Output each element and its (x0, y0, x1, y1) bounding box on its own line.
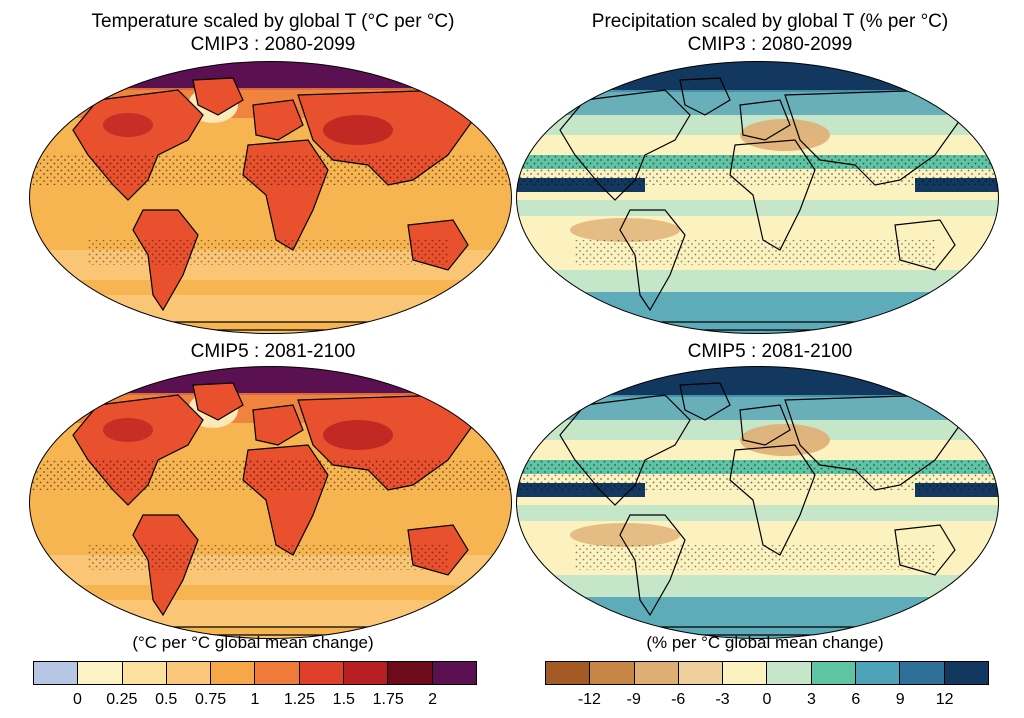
precipitation-colorbar-swatch-0 (546, 662, 591, 684)
continent-greenland (192, 77, 244, 116)
precipitation-colorbar-tick-label: -3 (715, 691, 730, 708)
continent-europe (252, 404, 304, 446)
stippling (29, 460, 512, 490)
precipitation-colorbar-swatch-2 (634, 662, 679, 684)
precipitation-colorbar-tick-label: -6 (671, 691, 686, 708)
temperature-colorbar-tick-label: 0.75 (195, 691, 227, 708)
map-border (516, 61, 999, 334)
map-border (29, 61, 512, 334)
temperature-colorbar-swatch-6 (299, 662, 345, 684)
precipitation-colorbar-tick-label: 0 (762, 691, 772, 708)
continent-europe (739, 99, 791, 141)
stippling (29, 155, 512, 185)
precipitation-colorbar-swatch-8 (900, 662, 945, 684)
precipitation-colorbar-tick-label: 12 (935, 691, 954, 708)
precip-title-line2: CMIP3 : 2080-2099 (687, 34, 853, 55)
mediterranean-drying (740, 424, 830, 456)
temperature-colorbar-swatch-2 (122, 662, 167, 684)
temperature-colorbar-tick-label: 1.75 (372, 691, 404, 708)
precipitation-colorbar-tick-label: 6 (851, 691, 861, 708)
precipitation-colorbar-tick-label: 9 (895, 691, 905, 708)
continent-south-america (619, 209, 686, 312)
continent-europe (739, 404, 791, 446)
precipitation-colorbar-swatch-1 (590, 662, 635, 684)
temperature-colorbar-tick-label: 1.5 (332, 691, 355, 708)
arctic-band (516, 61, 999, 92)
arctic-band (516, 366, 999, 397)
temperature-colorbar-swatch-8 (388, 662, 433, 684)
precipitation-colorbar-tick-label: -9 (626, 691, 641, 708)
continent-greenland (679, 382, 731, 421)
stippling (516, 460, 999, 490)
temperature-colorbar-swatch-9 (432, 662, 476, 684)
map-precipitation-cmip3 (515, 60, 1000, 335)
stippling (516, 155, 999, 185)
precip-cmip3-title: Precipitation scaled by global T (% per … (520, 10, 1020, 56)
temperature-colorbar (33, 661, 477, 685)
precipitation-colorbar-swatch-7 (856, 662, 901, 684)
temperature-colorbar-swatch-4 (211, 662, 256, 684)
precipitation-colorbar-ticks: -12 -9 -6 -3 0 3 6 9 12 (545, 691, 989, 713)
temperature-colorbar-swatch-0 (34, 662, 79, 684)
precipitation-colorbar-swatch-5 (767, 662, 812, 684)
precipitation-colorbar-swatch-4 (723, 662, 768, 684)
precipitation-colorbar-tick-label: -12 (577, 691, 601, 708)
continent-antarctica (112, 321, 429, 331)
continent-south-america (619, 514, 686, 617)
precipitation-colorbar-tick-label: 3 (806, 691, 816, 708)
temperature-colorbar-swatch-7 (344, 662, 389, 684)
mediterranean-drying (740, 119, 830, 151)
temperature-colorbar-swatch-5 (255, 662, 300, 684)
map-precipitation-cmip5 (515, 365, 1000, 640)
temp-cmip3-title: Temperature scaled by global T (°C per °… (28, 10, 518, 56)
temperature-colorbar-ticks: 0 0.25 0.5 0.75 1 1.25 1.5 1.75 2 (33, 691, 477, 713)
temperature-colorbar-tick-label: 0.25 (106, 691, 138, 708)
temperature-colorbar-tick-label: 0.5 (155, 691, 178, 708)
precip-title-line1: Precipitation scaled by global T (% per … (591, 11, 949, 32)
arctic-band (29, 366, 512, 395)
continent-greenland (192, 382, 244, 421)
temp-title-line1: Temperature scaled by global T (°C per °… (91, 11, 455, 32)
arctic-band (29, 61, 512, 90)
temperature-colorbar-label: (°C per °C global mean change) (132, 633, 374, 652)
temp-cmip5-title: CMIP5 : 2081-2100 (190, 341, 356, 362)
temperature-colorbar-tick-label: 0 (72, 691, 82, 708)
precipitation-colorbar-swatch-3 (678, 662, 724, 684)
temperature-colorbar-swatch-3 (166, 662, 212, 684)
precipitation-colorbar-swatch-9 (944, 662, 988, 684)
map-border (29, 366, 512, 639)
temperature-colorbar-tick-label: 1.25 (283, 691, 315, 708)
map-temperature-cmip3 (28, 60, 513, 335)
precipitation-colorbar-label: (% per °C global mean change) (646, 633, 884, 652)
precipitation-colorbar-swatch-6 (811, 662, 857, 684)
precip-cmip5-title: CMIP5 : 2081-2100 (687, 341, 853, 362)
map-border (516, 366, 999, 639)
precipitation-colorbar (545, 661, 989, 685)
continent-greenland (679, 77, 731, 116)
continent-europe (252, 99, 304, 141)
temperature-colorbar-tick-label: 2 (428, 691, 438, 708)
temperature-colorbar-tick-label: 1 (250, 691, 260, 708)
map-temperature-cmip5 (28, 365, 513, 640)
temp-title-line2: CMIP3 : 2080-2099 (190, 34, 356, 55)
temperature-colorbar-swatch-1 (78, 662, 123, 684)
